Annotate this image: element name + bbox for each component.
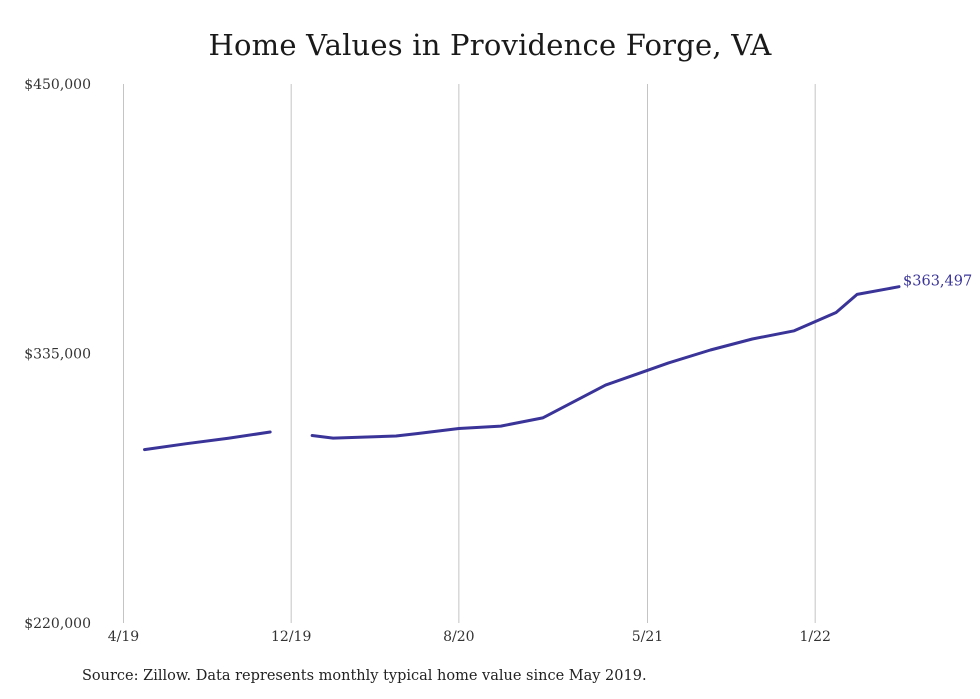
x-tick-label: 1/22 <box>799 629 830 645</box>
chart-title: Home Values in Providence Forge, VA <box>208 28 772 62</box>
x-tick-label: 5/21 <box>632 629 663 645</box>
series-line <box>143 285 901 452</box>
y-tick-label: $220,000 <box>24 616 91 632</box>
y-axis-ticks: $220,000 $335,000 $450,000 <box>24 77 91 632</box>
data-labels: $363,497 <box>903 274 972 290</box>
series-line-segment <box>143 430 272 452</box>
y-tick-label: $335,000 <box>24 347 91 363</box>
gridlines <box>123 84 816 623</box>
x-tick-label: 12/19 <box>271 629 311 645</box>
chart-source-note: Source: Zillow. Data represents monthly … <box>82 668 647 684</box>
x-axis-ticks: 4/19 12/19 8/20 5/21 1/22 <box>108 629 831 645</box>
x-tick-label: 4/19 <box>108 629 139 645</box>
end-value-label: $363,497 <box>903 274 972 290</box>
y-tick-label: $450,000 <box>24 77 91 93</box>
x-tick-label: 8/20 <box>443 629 474 645</box>
series-line-segment <box>310 285 901 440</box>
